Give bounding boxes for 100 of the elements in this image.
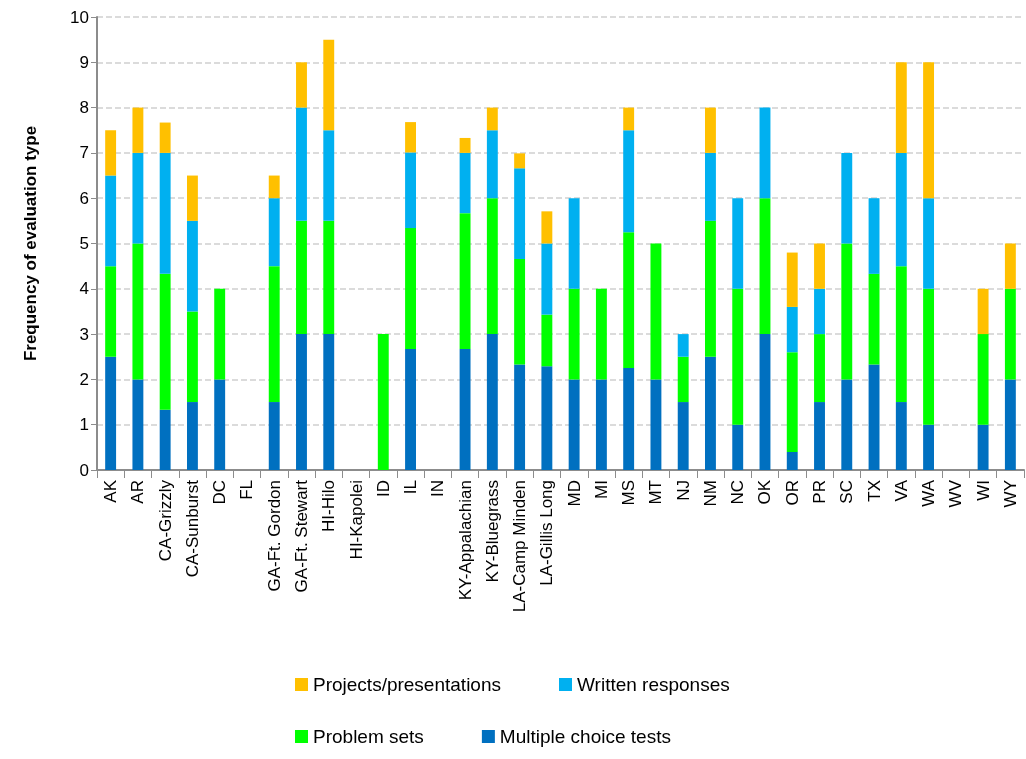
bar [705,356,716,470]
bar [132,243,144,380]
bar [923,62,935,199]
bar [105,130,117,176]
x-tick-label: WA [919,479,939,507]
legend-label: Problem sets [313,726,424,747]
x-tick-label: IN [428,480,448,497]
bar [786,451,798,470]
bar [923,198,935,289]
bar [677,356,689,403]
bar [895,266,907,403]
x-tick-label: MS [619,480,639,506]
bar [623,130,635,233]
x-tick-label: MT [646,480,666,505]
bar [868,198,880,274]
bar [623,368,635,470]
y-tick-label: 9 [79,52,89,72]
y-tick-label: 8 [79,98,89,118]
bar [705,152,716,221]
x-tick-label: GA-Ft. Stewart [291,479,311,593]
bar [650,243,662,380]
bar [186,220,198,312]
bar [132,107,144,153]
bar [296,220,307,335]
x-tick-label: MI [591,480,611,499]
bar [732,288,744,425]
bar [486,198,498,335]
bar [705,107,716,153]
bar [514,168,526,259]
bar [186,402,198,470]
x-tick-label: DC [210,480,230,505]
bar [841,152,853,244]
y-axis-title: Frequency of evaluation type [21,125,40,362]
x-tick-label: VA [891,479,911,502]
bar [814,288,825,335]
bar [405,152,416,229]
bar [1004,379,1016,470]
bar [623,107,635,131]
bar [377,334,389,470]
bar [486,130,498,199]
bar [296,62,307,108]
bar [323,39,335,131]
y-tick-label: 2 [79,369,89,389]
bar [814,243,825,289]
bar [650,379,662,470]
x-tick-label: AR [128,480,148,504]
bar [732,424,744,470]
x-tick-label: KY-Appalachian [455,480,475,601]
bar [923,424,935,470]
legend-label: Written responses [576,674,730,695]
bar [1004,288,1016,380]
legend-label: Projects/presentations [313,674,501,695]
bar [868,364,880,470]
bar [759,107,771,199]
bar [186,311,198,403]
y-tick-label: 4 [79,279,89,299]
bar [268,198,280,267]
y-tick-label: 10 [70,7,89,27]
bar [895,152,907,267]
x-tick-label: WI [973,480,993,501]
bar [132,379,144,470]
bar [595,288,607,380]
y-tick-label: 0 [79,460,89,480]
x-tick-label: SC [837,480,857,504]
bar [677,334,689,357]
bar [405,349,416,470]
bar [486,107,498,131]
x-tick-label: OR [782,480,802,506]
bar [895,402,907,470]
bar [514,153,526,169]
bar [977,334,989,425]
bar [595,379,607,470]
bar [514,364,526,470]
bar [541,243,553,315]
x-tick-label: MD [564,480,584,507]
bar [759,334,771,470]
bar [923,288,935,425]
bar [786,306,798,353]
bar [405,122,416,153]
x-tick-label: LA-Gillis Long [537,480,557,586]
bar [541,366,553,470]
x-tick-label: CA-Grizzly [155,479,175,562]
x-tick-label: GA-Ft. Gordon [264,480,284,592]
y-tick-label: 7 [79,143,89,163]
x-tick-label: TX [864,480,884,502]
x-tick-label: OK [755,479,775,505]
y-tick-label: 6 [79,188,89,208]
y-tick-label: 3 [79,324,89,344]
bar [814,334,825,403]
bar [732,198,744,289]
y-tick-label: 1 [79,415,89,435]
x-tick-label: WY [1000,480,1020,508]
bar [132,152,144,244]
y-tick-label: 5 [79,234,89,253]
bar [568,288,580,380]
bar [296,334,307,470]
bar [759,198,771,335]
bar [105,266,117,357]
bar [623,232,635,369]
bar [214,288,226,380]
